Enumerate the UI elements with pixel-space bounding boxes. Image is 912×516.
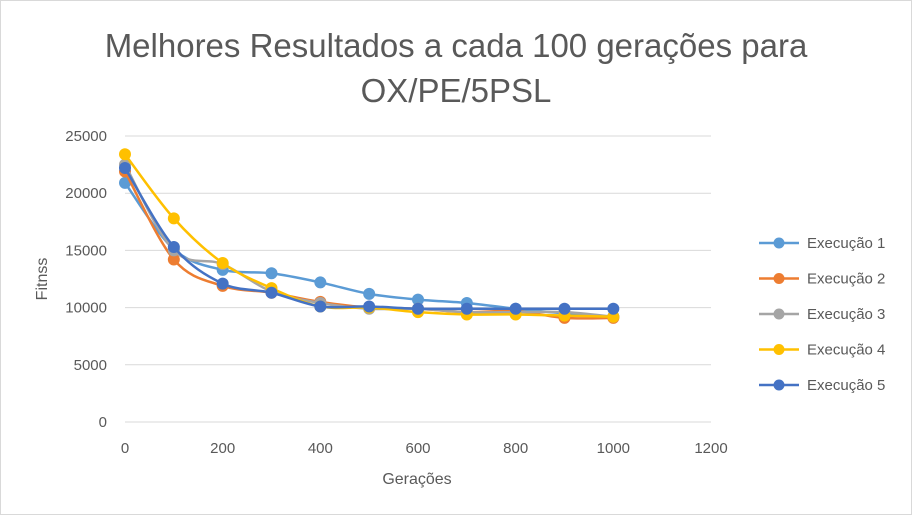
legend-item: Execução 2 xyxy=(759,271,885,288)
data-point xyxy=(265,267,278,280)
legend-item: Execução 4 xyxy=(759,342,885,359)
x-tick-label: 1200 xyxy=(694,440,727,457)
series-line xyxy=(123,166,615,311)
x-tick-label: 800 xyxy=(503,440,528,457)
data-point xyxy=(119,148,131,161)
data-point xyxy=(314,300,327,313)
y-tick-label: 5000 xyxy=(74,357,107,374)
data-point xyxy=(216,256,229,269)
chart-title-line-2: OX/PE/5PSL xyxy=(361,72,552,109)
x-tick-label: 1000 xyxy=(597,440,630,457)
data-point xyxy=(167,240,180,253)
legend-item: Execução 5 xyxy=(759,377,885,394)
legend-label: Execução 4 xyxy=(807,342,885,359)
legend-label: Execução 3 xyxy=(807,306,885,323)
legend-swatch-marker xyxy=(773,379,785,391)
data-point xyxy=(314,276,327,289)
legend-label: Execução 5 xyxy=(807,377,885,394)
legend-swatch-marker xyxy=(773,273,785,284)
x-tick-label: 0 xyxy=(121,440,129,457)
grid-lines xyxy=(125,135,711,366)
legend-swatch-marker xyxy=(773,237,785,249)
chart-title-line-1: Melhores Resultados a cada 100 gerações … xyxy=(105,27,808,64)
legend-label: Execução 1 xyxy=(807,235,885,252)
y-tick-labels: 0 5000 10000 15000 20000 25000 xyxy=(65,128,107,431)
data-point xyxy=(216,277,229,290)
y-tick-label: 0 xyxy=(99,414,107,431)
data-point xyxy=(363,300,376,313)
y-tick-label: 10000 xyxy=(65,300,107,317)
legend-item: Execução 3 xyxy=(759,306,885,323)
y-tick-label: 15000 xyxy=(65,242,107,259)
y-tick-label: 25000 xyxy=(65,128,107,145)
data-point xyxy=(607,302,620,315)
x-tick-label: 600 xyxy=(405,440,430,457)
data-point xyxy=(363,287,376,300)
data-point xyxy=(167,212,180,225)
data-point xyxy=(509,302,522,315)
data-point xyxy=(265,286,278,299)
legend-item: Execução 1 xyxy=(759,235,885,252)
legend-label: Execução 2 xyxy=(807,271,885,288)
data-point xyxy=(119,162,131,175)
legend-swatch-marker xyxy=(773,308,785,320)
series-layer xyxy=(119,148,620,324)
series-5 xyxy=(119,162,620,315)
x-tick-label: 400 xyxy=(308,440,333,457)
data-point xyxy=(558,302,571,315)
legend: Execução 1 Execução 2 Execução 3 Execução 4… xyxy=(759,235,885,394)
legend-swatch-marker xyxy=(773,344,785,355)
data-point xyxy=(412,302,424,315)
x-tick-labels: 0 200 400 600 800 1000 1200 xyxy=(121,440,728,457)
data-point xyxy=(460,302,473,315)
x-tick-label: 200 xyxy=(210,440,235,457)
x-axis-title: Gerações xyxy=(382,471,451,488)
y-axis-title: Fitnss xyxy=(34,258,51,301)
y-tick-label: 20000 xyxy=(65,185,107,202)
